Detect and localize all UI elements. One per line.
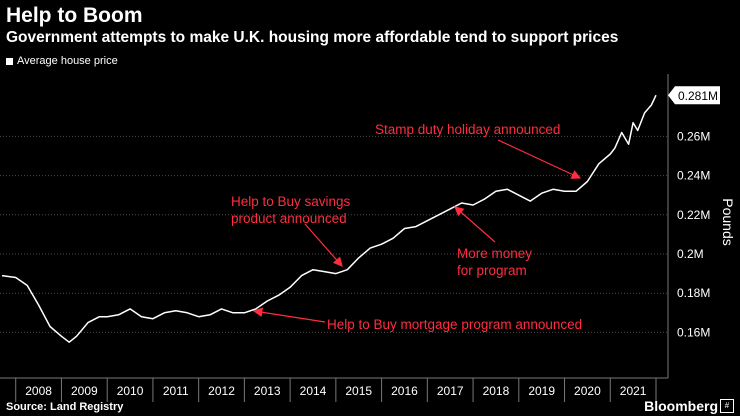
x-tick-label: 2019	[528, 384, 555, 398]
x-tick-label: 2010	[117, 384, 144, 398]
x-tick-label: 2016	[391, 384, 418, 398]
annotation-text: Help to Buy mortgage program announced	[327, 317, 582, 332]
annotation-arrow	[497, 139, 582, 179]
last-value-label: 0.281M	[678, 89, 718, 103]
annotation-text: Help to Buy savings	[231, 194, 351, 209]
x-tick-label: 2009	[71, 384, 98, 398]
x-tick-label: 2021	[620, 384, 647, 398]
x-tick-label: 2014	[300, 384, 327, 398]
x-tick-label: 2013	[254, 384, 281, 398]
x-tick-label: 2018	[483, 384, 510, 398]
x-tick-label: 2020	[574, 384, 601, 398]
x-tick-label: 2011	[163, 384, 189, 398]
x-tick-label: 2008	[25, 384, 52, 398]
x-tick-label: 2015	[345, 384, 372, 398]
annotation-text: More money	[457, 246, 532, 261]
bloomberg-logo: Bloomberg	[644, 398, 718, 414]
annotation-text: Stamp duty holiday announced	[375, 122, 560, 137]
last-value-box	[668, 86, 720, 105]
series-line-average-house-price	[1, 94, 657, 343]
annotation-arrow	[454, 206, 496, 243]
source-note: Source: Land Registry	[6, 401, 124, 413]
annotation-text: for program	[457, 263, 527, 278]
y-tick-label: 0.18M	[677, 286, 710, 300]
annotation-arrow	[252, 307, 326, 323]
y-axis-title: Pounds	[720, 198, 736, 245]
legend-label: Average house price	[17, 55, 118, 67]
annotation-text: product announced	[231, 211, 347, 226]
bloomberg-mark-icon: #	[720, 399, 734, 413]
x-tick-label: 2017	[437, 384, 464, 398]
y-tick-label: 0.16M	[677, 325, 710, 339]
y-tick-label: 0.24M	[677, 169, 710, 183]
y-tick-label: 0.2M	[677, 247, 704, 261]
annotation-arrow	[304, 223, 343, 267]
y-tick-label: 0.26M	[677, 129, 710, 143]
x-tick-label: 2012	[208, 384, 235, 398]
legend: Average house price	[6, 55, 118, 67]
legend-swatch	[6, 57, 13, 65]
chart-subtitle: Government attempts to make U.K. housing…	[6, 29, 619, 46]
y-tick-label: 0.22M	[677, 208, 710, 222]
chart-title: Help to Boom	[6, 4, 143, 27]
